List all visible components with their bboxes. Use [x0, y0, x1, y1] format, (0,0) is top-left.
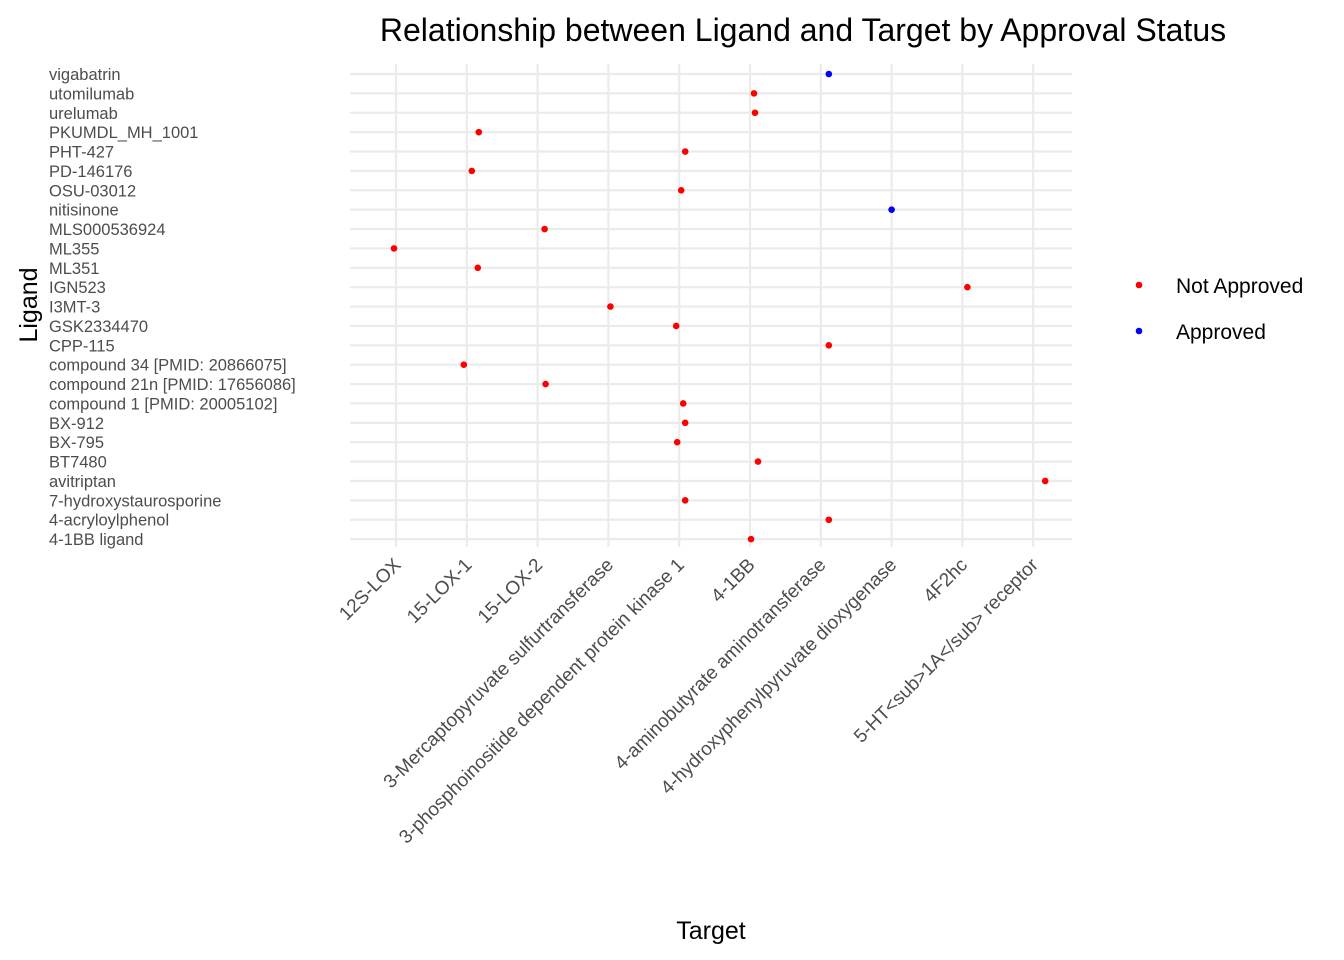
data-point [825, 70, 833, 78]
data-point [681, 148, 689, 155]
grid-layer [350, 64, 1072, 547]
data-point [750, 90, 758, 97]
chart-title: Relationship between Ligand and Target b… [380, 12, 1226, 48]
x-tick-label: 4F2hc [920, 555, 972, 607]
data-points [390, 70, 1049, 543]
y-tick-label: I3MT-3 [49, 299, 100, 317]
data-point [747, 535, 755, 543]
data-point [825, 342, 833, 349]
y-tick-label: compound 34 [PMID: 20866075] [49, 357, 287, 375]
y-tick-label: compound 21n [PMID: 17656086] [49, 376, 296, 394]
data-point [825, 516, 833, 524]
data-point [964, 283, 971, 291]
y-tick-label: MLS000536924 [49, 221, 166, 239]
data-point [673, 438, 681, 446]
y-tick-label: urelumab [49, 105, 118, 123]
legend-key [1135, 327, 1143, 335]
x-axis-title: Target [676, 917, 746, 945]
x-tick-label: 12S-LOX [335, 554, 405, 624]
y-tick-label: 4-acryloylphenol [49, 512, 169, 530]
y-tick-label: 4-1BB ligand [49, 531, 143, 549]
y-tick-label: IGN523 [49, 279, 106, 297]
data-point [542, 380, 549, 388]
y-tick-label: nitisinone [49, 202, 119, 220]
y-tick-label: 7-hydroxystaurosporine [49, 492, 221, 510]
y-tick-label: OSU-03012 [49, 182, 136, 200]
y-axis-title: Ligand [15, 267, 43, 342]
data-point [475, 128, 483, 136]
y-tick-label: ML351 [49, 260, 99, 278]
legend-label: Approved [1176, 321, 1266, 344]
y-tick-label: vigabatrin [49, 66, 121, 84]
y-tick-label: avitriptan [49, 473, 116, 491]
data-point [474, 264, 482, 272]
data-point [607, 303, 614, 310]
x-tick-labels: 12S-LOX15-LOX-115-LOX-23-Mercaptopyruvat… [335, 554, 1043, 848]
data-point [1041, 477, 1049, 485]
y-tick-label: BX-912 [49, 415, 104, 433]
data-point [888, 206, 895, 213]
data-point [681, 497, 689, 504]
data-point [460, 361, 468, 369]
y-tick-label: CPP-115 [49, 337, 115, 355]
x-tick-label: 4-1BB [707, 555, 759, 607]
x-tick-label: 15-LOX-2 [474, 555, 547, 628]
data-point [679, 400, 687, 407]
y-tick-label: ML355 [49, 240, 99, 258]
data-point [468, 167, 476, 175]
x-tick-label: 15-LOX-1 [403, 555, 476, 628]
y-tick-label: BT7480 [49, 454, 107, 472]
data-point [677, 186, 685, 194]
data-point [390, 245, 398, 252]
data-point [754, 458, 762, 465]
y-tick-label: PHT-427 [49, 144, 114, 162]
data-point [672, 322, 680, 330]
data-point [681, 419, 689, 427]
legend-label: Not Approved [1176, 275, 1303, 298]
legend: Not Approved Approved [1135, 275, 1303, 344]
y-tick-label: BX-795 [49, 434, 104, 452]
y-tick-label: utomilumab [49, 85, 134, 103]
legend-key [1135, 281, 1143, 289]
data-point [541, 225, 548, 233]
y-tick-label: GSK2334470 [49, 318, 148, 336]
y-tick-label: PKUMDL_MH_1001 [49, 124, 198, 142]
y-tick-label: PD-146176 [49, 163, 132, 181]
data-point [751, 109, 759, 117]
y-tick-label: compound 1 [PMID: 20005102] [49, 395, 277, 413]
